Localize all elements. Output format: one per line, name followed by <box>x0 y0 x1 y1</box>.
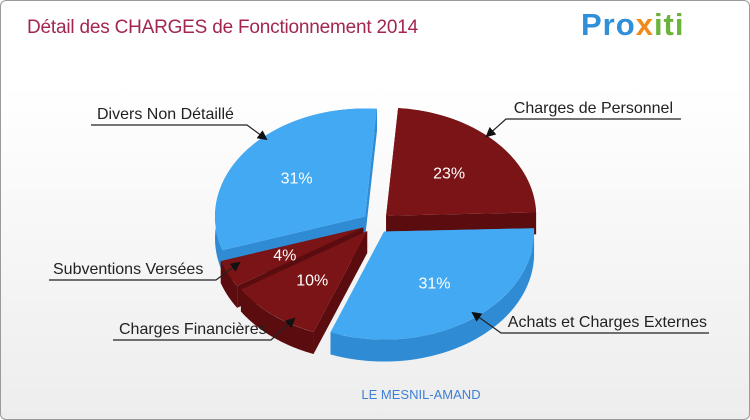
callout-line-achats-et-charges-externes <box>471 311 709 334</box>
slice-rim-charges-financieres <box>240 289 314 355</box>
pie-pct-label-divers-non-detaille: 31% <box>281 171 313 188</box>
callout-label-charges-financieres: Charges Financières <box>119 321 267 338</box>
slice-cut-face-divers-non-detaille-1 <box>365 108 377 239</box>
slice-cut-face-charges-financieres-0 <box>313 231 368 355</box>
callout-label-divers-non-detaille: Divers Non Détaillé <box>97 106 234 123</box>
proxiti-logo: Proxiti <box>581 7 685 42</box>
pie-pct-label-charges-financieres: 10% <box>296 273 328 290</box>
pie-slice-charges-de-personnel <box>386 108 537 216</box>
pie-slice-divers-non-detaille <box>215 108 377 251</box>
callout-line-subventions-versees <box>49 261 241 281</box>
callout-label-subventions-versees: Subventions Versées <box>53 261 203 278</box>
pie-slice-subventions-versees <box>220 227 364 286</box>
callout-label-charges-de-personnel: Charges de Personnel <box>514 100 673 117</box>
slice-rim-achats-et-charges-externes <box>330 228 535 362</box>
pie-pct-label-charges-de-personnel: 23% <box>433 166 465 183</box>
chart-title: Détail des CHARGES de Fonctionnement 201… <box>27 17 419 38</box>
pie-pct-label-achats-et-charges-externes: 31% <box>419 276 451 293</box>
callout-line-charges-de-personnel <box>485 118 681 138</box>
callout-line-charges-financieres <box>113 317 296 341</box>
pie-slice-charges-financieres <box>240 231 368 333</box>
callout-label-achats-et-charges-externes: Achats et Charges Externes <box>508 314 707 331</box>
pie-pct-label-subventions-versees: 4% <box>273 247 296 264</box>
pie-slice-achats-et-charges-externes <box>330 228 535 340</box>
location-label: LE MESNIL-AMAND <box>361 387 481 402</box>
callout-line-divers-non-detaille <box>91 124 268 141</box>
